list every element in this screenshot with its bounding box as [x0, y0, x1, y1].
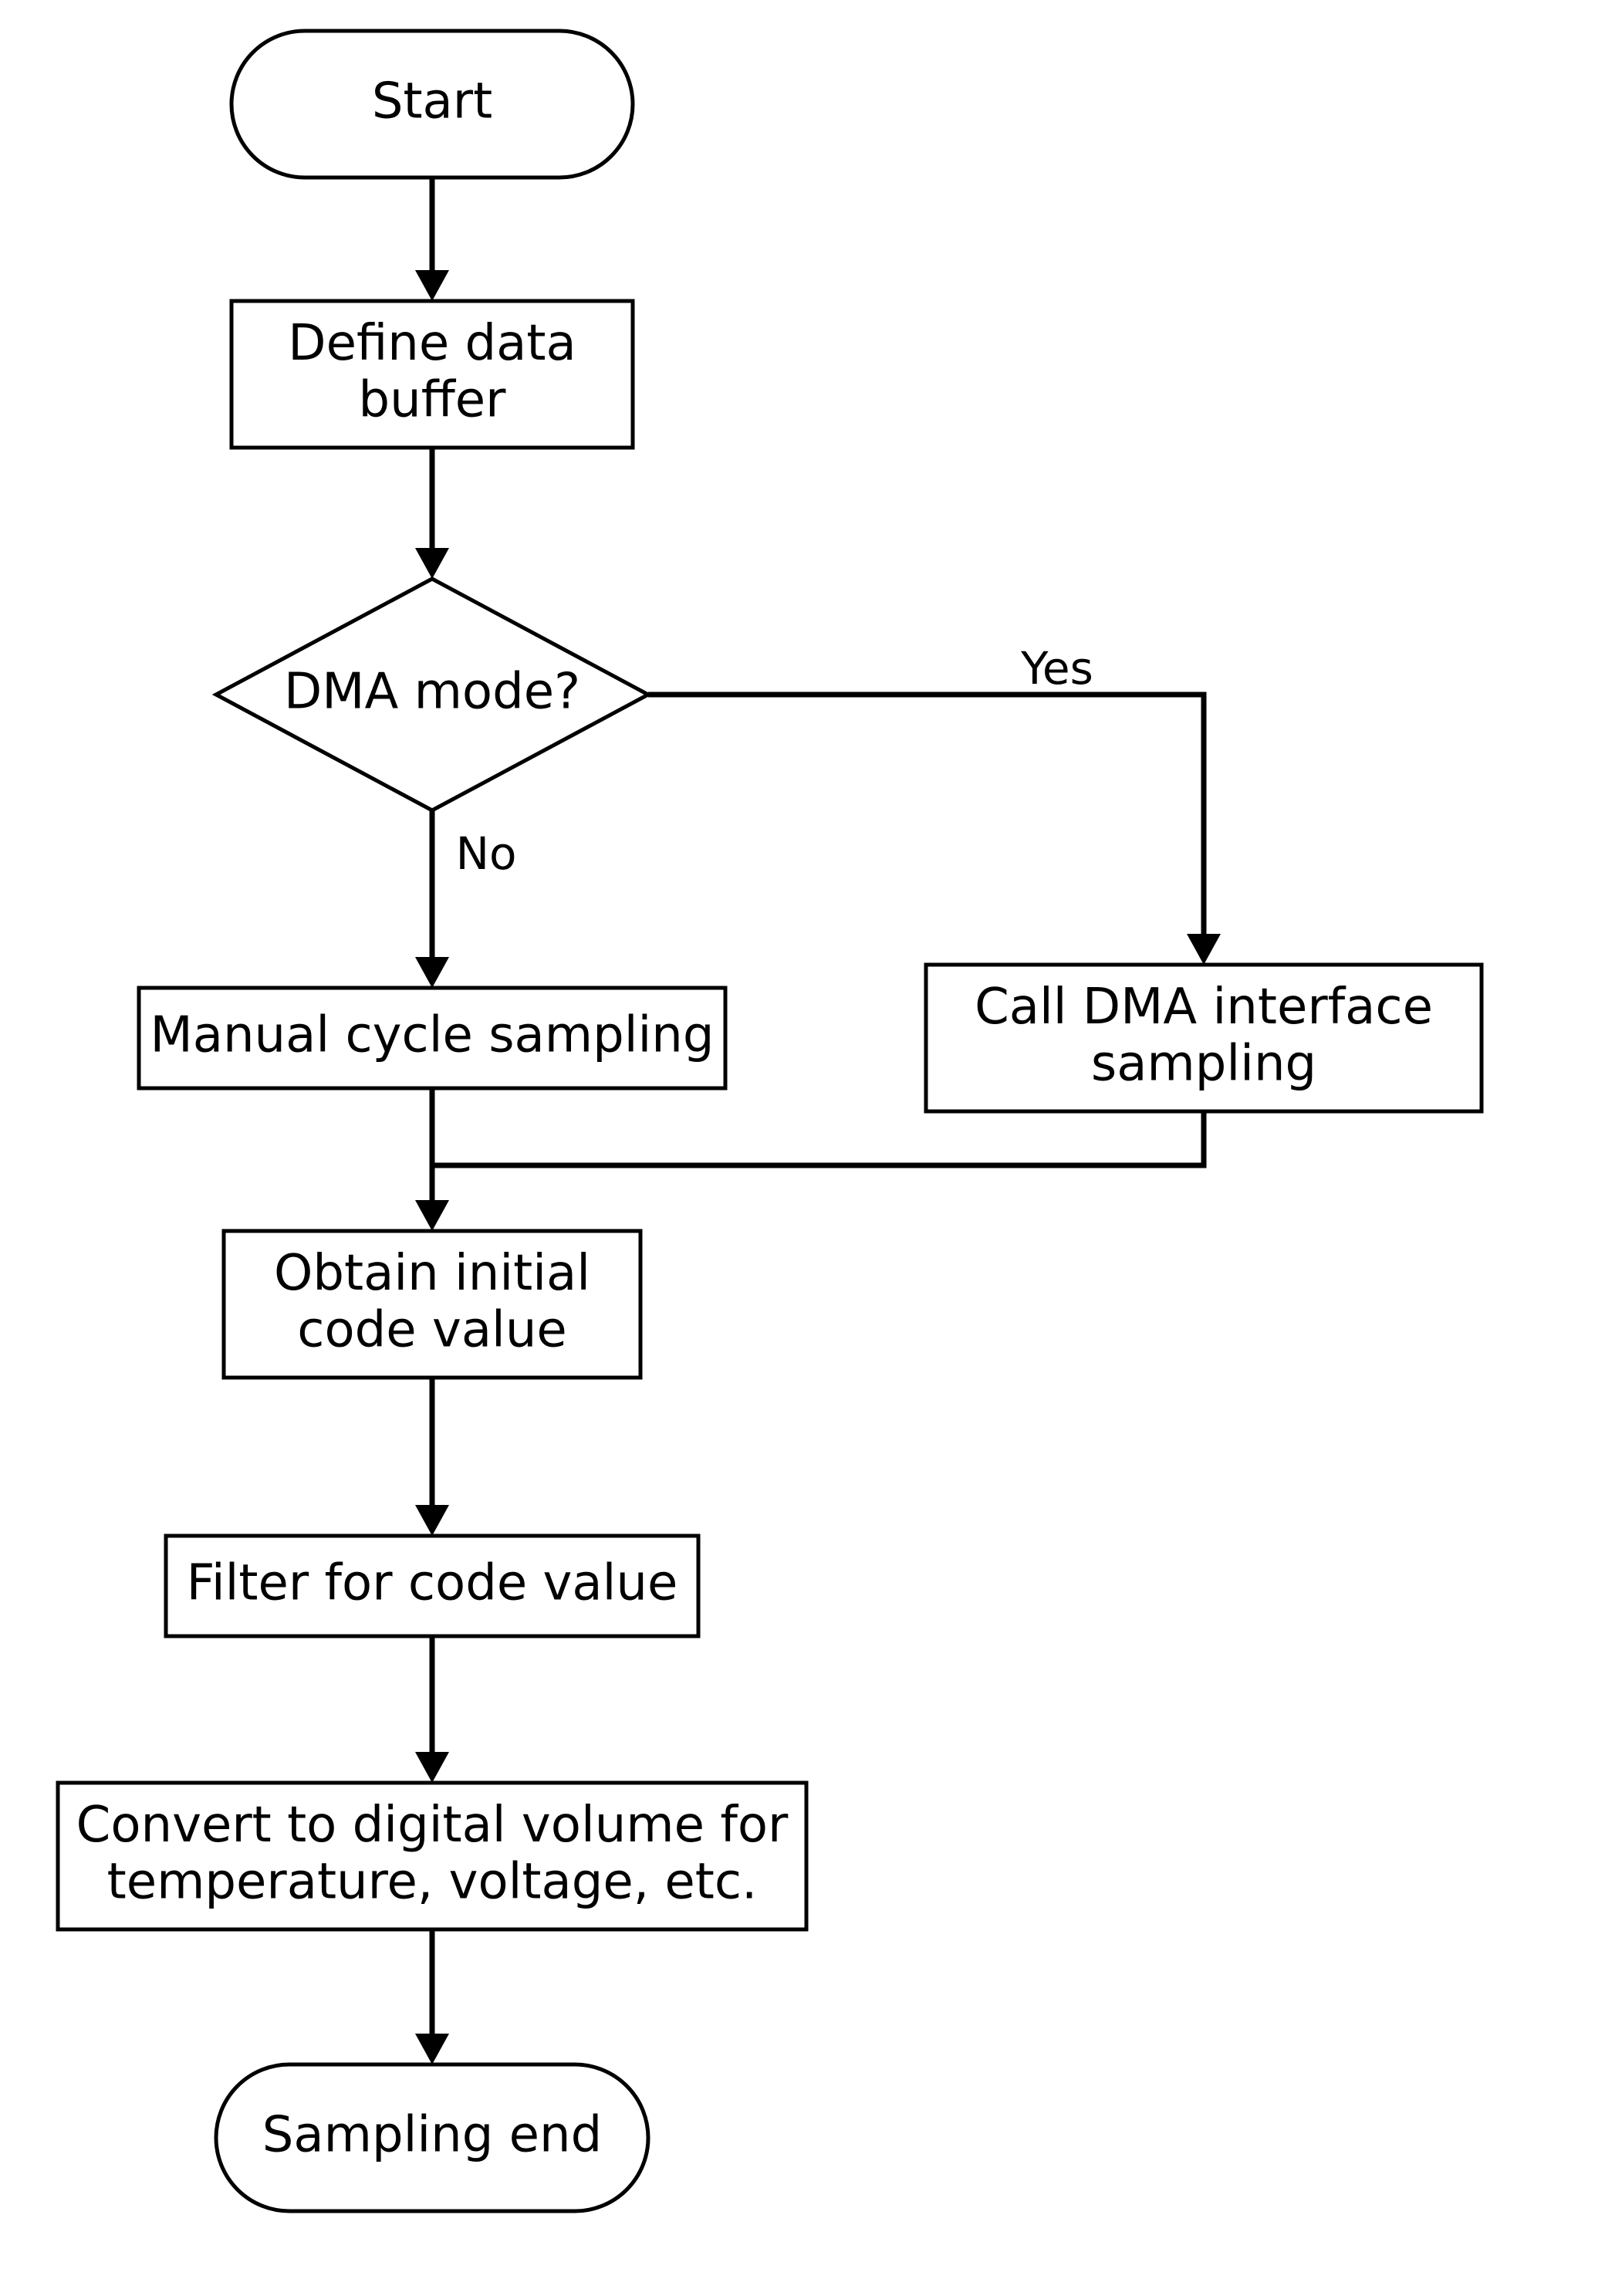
node-end-label: Sampling end: [262, 2107, 602, 2164]
node-convert: Convert to digital volume fortemperature…: [58, 1783, 806, 1929]
node-define: Define databuffer: [231, 301, 633, 448]
node-end: Sampling end: [216, 2064, 648, 2211]
node-obtain: Obtain initialcode value: [224, 1231, 640, 1378]
node-define-label: Define data: [288, 315, 576, 372]
node-calldma-label: Call DMA interface: [975, 979, 1433, 1036]
node-convert-label: Convert to digital volume for: [76, 1797, 789, 1854]
edge-label-no: No: [456, 827, 517, 880]
node-calldma: Call DMA interfacesampling: [926, 965, 1482, 1111]
node-dma-label: DMA mode?: [284, 664, 580, 721]
node-define-label: buffer: [359, 371, 507, 428]
node-start-label: Start: [372, 73, 492, 130]
node-obtain-label: code value: [297, 1301, 567, 1358]
flowchart: No Yes Start Define databuffer DMA mode? Manu…: [0, 0, 1605, 2296]
node-obtain-label: Obtain initial: [274, 1245, 590, 1302]
edge-label-yes: Yes: [1020, 642, 1093, 695]
node-filter-label: Filter for code value: [187, 1555, 678, 1612]
node-calldma-label: sampling: [1091, 1035, 1316, 1092]
node-convert-label: temperature, voltage, etc.: [107, 1853, 758, 1910]
node-manual-label: Manual cycle sampling: [150, 1007, 715, 1064]
node-start: Start: [231, 31, 633, 178]
node-filter: Filter for code value: [166, 1536, 698, 1636]
node-manual: Manual cycle sampling: [139, 988, 725, 1088]
